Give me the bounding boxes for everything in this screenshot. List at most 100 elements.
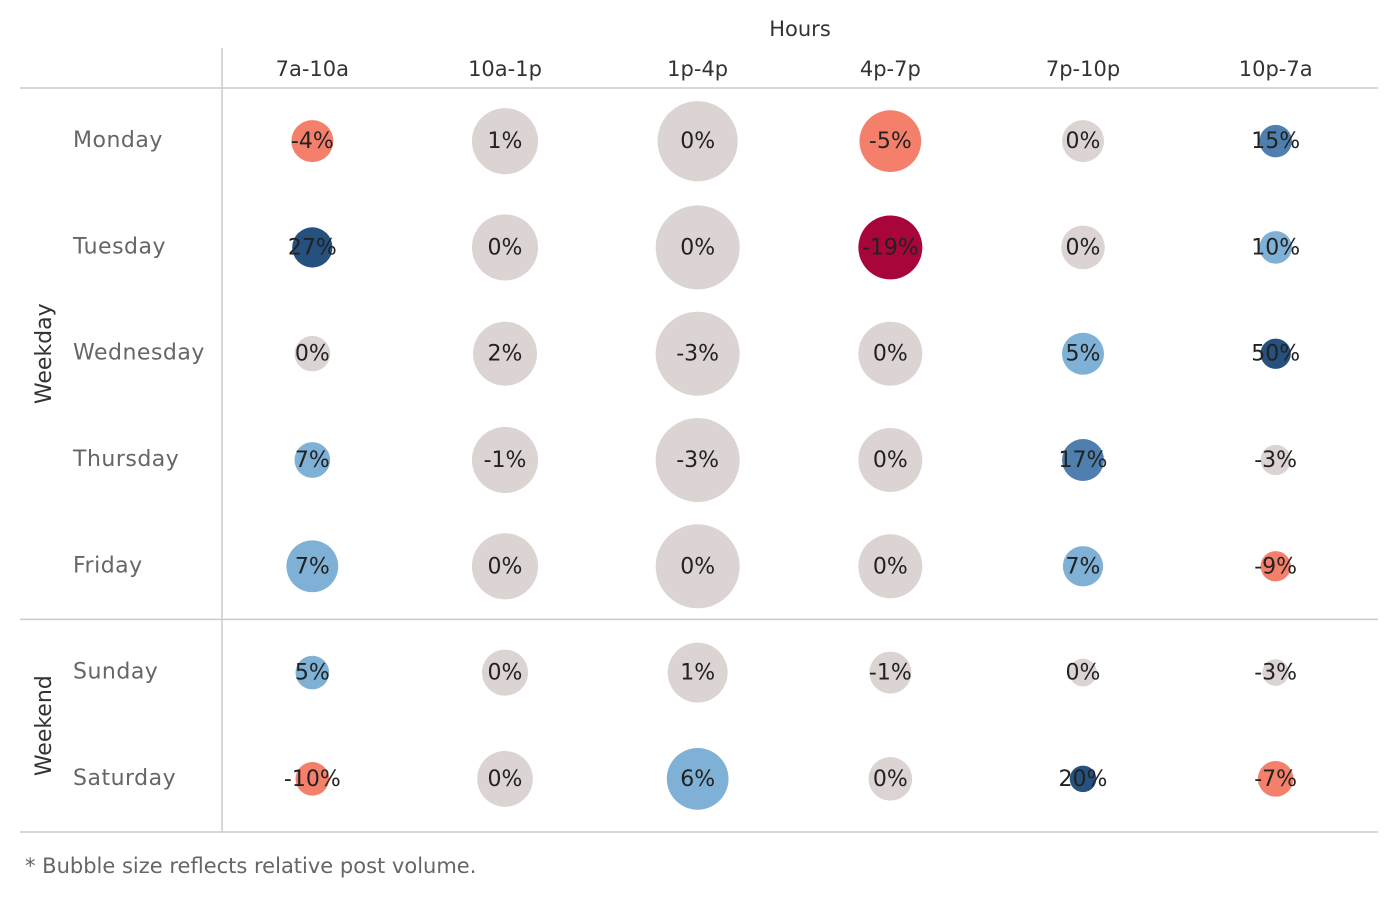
bubble	[1257, 761, 1294, 797]
value-label: -5%	[869, 129, 912, 154]
bubble	[292, 227, 333, 268]
column-label: 1p-4p	[667, 57, 728, 81]
bubble	[1259, 231, 1292, 264]
value-label: -1%	[484, 448, 527, 473]
bubble	[859, 110, 922, 173]
value-label: 0%	[488, 235, 523, 260]
bubble	[858, 428, 923, 492]
bubble	[481, 649, 529, 696]
value-label: 15%	[1251, 129, 1300, 154]
value-label: 1%	[488, 129, 523, 154]
footnote: * Bubble size reflects relative post vol…	[25, 854, 476, 878]
row-label: Tuesday	[72, 234, 166, 259]
value-label: 50%	[1251, 342, 1300, 367]
bubble	[1062, 546, 1104, 587]
row-label: Saturday	[73, 766, 176, 791]
column-label: 10p-7a	[1239, 57, 1313, 81]
row-label: Wednesday	[73, 341, 205, 366]
bubble	[1069, 765, 1097, 793]
bubble	[286, 540, 339, 593]
column-label: 4p-7p	[860, 57, 921, 81]
value-label: -3%	[676, 448, 719, 473]
bubble	[858, 321, 923, 386]
value-label: -3%	[1254, 661, 1297, 686]
bubble	[477, 750, 533, 807]
value-label: -7%	[1254, 767, 1297, 792]
value-label: 5%	[1066, 342, 1101, 367]
value-label: -4%	[291, 129, 334, 154]
value-label: 0%	[873, 448, 908, 473]
value-label: 0%	[1066, 235, 1101, 260]
bubble	[655, 418, 740, 502]
bubble	[657, 101, 738, 182]
column-label: 7p-10p	[1046, 57, 1120, 81]
value-label: -19%	[862, 235, 919, 260]
bubble	[1062, 439, 1104, 481]
value-label: 20%	[1059, 767, 1108, 792]
value-label: 7%	[295, 448, 330, 473]
bubble	[1069, 658, 1097, 687]
value-label: 7%	[1066, 554, 1101, 579]
value-label: -9%	[1254, 554, 1297, 579]
value-label: 10%	[1251, 235, 1300, 260]
column-label: 7a-10a	[276, 57, 349, 81]
bubble	[1062, 120, 1104, 163]
row-label: Sunday	[73, 660, 158, 685]
x-axis-title: Hours	[769, 17, 831, 41]
bubble	[1061, 225, 1105, 270]
group-label: Weekend	[32, 675, 57, 776]
column-label: 10a-1p	[468, 57, 542, 81]
value-label: 1%	[680, 661, 715, 686]
bubble	[667, 642, 728, 703]
value-label: 0%	[873, 767, 908, 792]
value-label: 7%	[295, 554, 330, 579]
bubble	[1262, 659, 1289, 686]
value-label: 0%	[680, 235, 715, 260]
bubble	[294, 335, 331, 372]
value-label: 0%	[295, 342, 330, 367]
bubble	[868, 757, 913, 801]
bubble	[655, 205, 740, 290]
bubble	[1260, 444, 1291, 476]
bubble	[295, 762, 330, 796]
bubble	[473, 321, 537, 386]
bubble	[655, 524, 740, 609]
value-label: 0%	[488, 767, 523, 792]
bubble	[869, 651, 912, 694]
bubble	[1260, 551, 1291, 582]
bubble	[666, 747, 729, 810]
bubble	[1259, 124, 1292, 158]
value-label: -10%	[284, 767, 341, 792]
value-label: 0%	[873, 342, 908, 367]
bubble	[1062, 332, 1104, 375]
bubble	[295, 655, 330, 690]
value-label: -1%	[869, 661, 912, 686]
value-label: 0%	[1066, 661, 1101, 686]
value-label: -3%	[1254, 448, 1297, 473]
bubble	[291, 120, 334, 163]
value-label: 6%	[680, 767, 715, 792]
bubble	[471, 214, 539, 281]
value-label: 0%	[680, 554, 715, 579]
value-label: 17%	[1059, 448, 1108, 473]
bubble	[471, 533, 539, 600]
bubble	[471, 426, 539, 494]
bubble	[858, 534, 923, 599]
bubble	[294, 442, 331, 478]
row-label: Monday	[73, 128, 163, 153]
value-label: 5%	[295, 661, 330, 686]
row-label: Friday	[73, 553, 143, 578]
value-label: 0%	[488, 661, 523, 686]
group-label: Weekday	[32, 303, 57, 404]
value-label: 0%	[873, 554, 908, 579]
row-label: Thursday	[72, 447, 179, 472]
bubble	[858, 215, 923, 280]
value-label: 0%	[1066, 129, 1101, 154]
value-label: 0%	[680, 129, 715, 154]
value-label: -3%	[676, 342, 719, 367]
value-label: 2%	[488, 342, 523, 367]
bubble	[471, 108, 539, 175]
value-label: 27%	[288, 235, 337, 260]
bubble	[655, 311, 740, 396]
